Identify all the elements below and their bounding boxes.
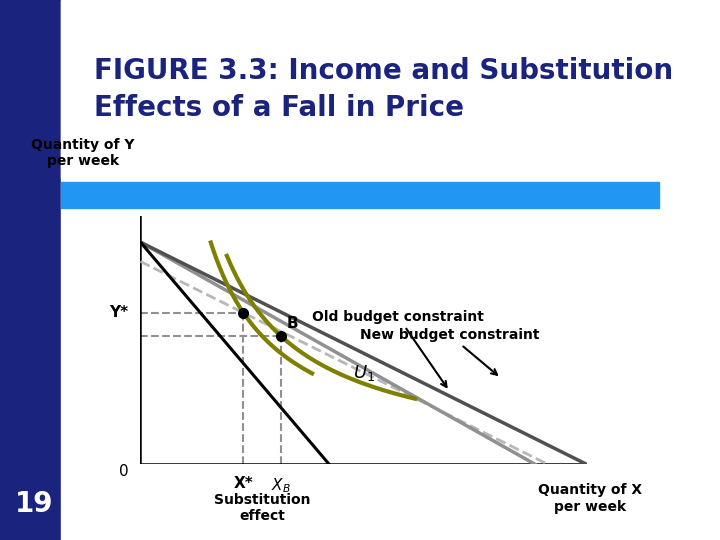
Text: Substitution
effect: Substitution effect [214, 493, 310, 523]
Text: FIGURE 3.3: Income and Substitution: FIGURE 3.3: Income and Substitution [94, 57, 672, 85]
Text: Effects of a Fall in Price: Effects of a Fall in Price [94, 94, 464, 123]
Text: New budget constraint: New budget constraint [360, 328, 539, 375]
Text: Quantity of X
per week: Quantity of X per week [539, 483, 642, 514]
Text: Quantity of Y
per week: Quantity of Y per week [31, 138, 135, 168]
Text: X*: X* [233, 476, 253, 491]
Text: 0: 0 [119, 464, 128, 480]
Text: B: B [287, 316, 298, 331]
Text: Y*: Y* [109, 305, 128, 320]
Text: 19: 19 [14, 490, 53, 518]
Text: $U_1$: $U_1$ [354, 363, 375, 383]
Text: $X_B$: $X_B$ [271, 476, 291, 495]
Text: Old budget constraint: Old budget constraint [312, 309, 484, 387]
